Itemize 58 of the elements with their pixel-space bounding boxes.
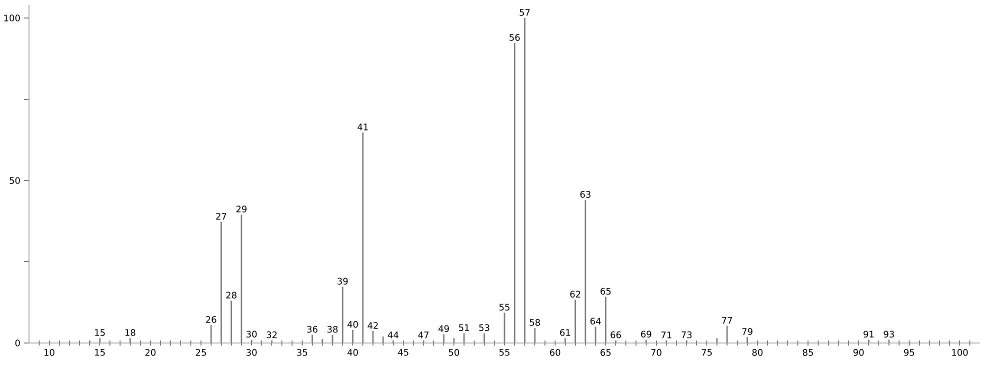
y-tick-label: 100 bbox=[4, 14, 20, 22]
x-tick-label: 100 bbox=[952, 349, 968, 356]
annotation: 66 bbox=[610, 331, 621, 338]
annotation: 36 bbox=[307, 326, 318, 333]
annotation: 39 bbox=[338, 278, 348, 285]
annotation: 47 bbox=[418, 332, 429, 338]
annotation: 26 bbox=[206, 316, 216, 323]
annotation: 30 bbox=[246, 330, 257, 338]
annotation: 41 bbox=[358, 124, 368, 130]
x-tick-label: 70 bbox=[651, 349, 662, 356]
x-tick-label: 40 bbox=[347, 349, 358, 356]
x-tick-label: 50 bbox=[448, 349, 460, 356]
annotation: 18 bbox=[125, 329, 136, 336]
annotation: 61 bbox=[560, 329, 570, 336]
x-tick-label: 25 bbox=[196, 349, 206, 356]
annotation: 15 bbox=[95, 329, 105, 336]
annotation: 42 bbox=[368, 322, 378, 329]
annotation: 38 bbox=[327, 326, 338, 333]
annotation: 57 bbox=[520, 9, 530, 16]
x-tick-label: 20 bbox=[145, 349, 156, 356]
annotation: 44 bbox=[388, 332, 398, 338]
x-tick-label: 45 bbox=[398, 349, 408, 356]
annotation: 63 bbox=[580, 190, 590, 198]
annotation: 62 bbox=[570, 290, 580, 298]
x-tick-label: 55 bbox=[499, 349, 510, 356]
annotation: 29 bbox=[236, 206, 247, 212]
annotation: 65 bbox=[600, 288, 611, 295]
annotation: 49 bbox=[438, 325, 449, 332]
x-tick-label: 65 bbox=[600, 349, 611, 356]
x-tick-label: 90 bbox=[853, 349, 864, 356]
annotation: 58 bbox=[530, 319, 540, 326]
annotation: 27 bbox=[216, 212, 226, 220]
annotation: 40 bbox=[347, 320, 358, 328]
x-tick-label: 35 bbox=[297, 349, 308, 356]
y-tick-label: 0 bbox=[15, 340, 20, 346]
annotation: 73 bbox=[682, 331, 692, 338]
annotation: 64 bbox=[590, 318, 601, 325]
annotation: 53 bbox=[479, 324, 490, 332]
x-tick-label: 75 bbox=[702, 349, 712, 356]
annotation: 93 bbox=[884, 330, 894, 338]
x-tick-label: 85 bbox=[802, 349, 813, 356]
y-tick-label: 50 bbox=[10, 177, 20, 184]
x-tick-label: 15 bbox=[95, 349, 105, 356]
annotation: 51 bbox=[458, 324, 469, 332]
x-tick-label: 30 bbox=[246, 349, 257, 356]
annotation: 79 bbox=[742, 328, 752, 335]
annotation: 56 bbox=[510, 34, 520, 41]
annotation: 69 bbox=[641, 330, 652, 338]
x-tick-label: 60 bbox=[550, 349, 560, 356]
x-tick-label: 80 bbox=[752, 349, 763, 356]
annotation: 91 bbox=[864, 330, 874, 338]
annotation: 32 bbox=[266, 331, 277, 338]
annotation: 77 bbox=[722, 317, 732, 324]
x-tick-label: 10 bbox=[44, 349, 54, 356]
x-tick-label: 95 bbox=[904, 349, 914, 356]
annotation: 71 bbox=[661, 332, 672, 338]
annotation: 55 bbox=[499, 304, 510, 311]
annotation: 28 bbox=[226, 292, 236, 299]
